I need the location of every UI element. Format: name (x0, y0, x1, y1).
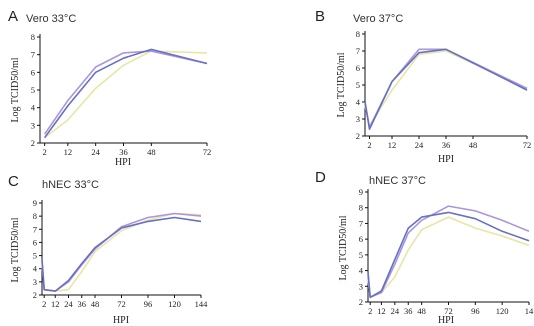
y-tick-label: 4 (359, 266, 364, 276)
panel-letter: B (315, 8, 325, 25)
series-line-3 (364, 48, 528, 130)
y-tick-label: 6 (359, 234, 363, 244)
x-tick-label: 96 (471, 306, 480, 316)
y-axis-label: Log TCID50/ml (10, 217, 21, 282)
x-tick-label: 2 (368, 306, 372, 316)
x-tick-label: 120 (496, 306, 509, 316)
x-tick-label: 48 (417, 306, 426, 316)
y-tick-label: 8 (33, 211, 37, 221)
y-axis-label: Log TCID50/ml (10, 57, 21, 122)
x-tick-label: 12 (388, 140, 397, 150)
x-tick-label: 48 (147, 147, 156, 157)
x-tick-label: 12 (377, 306, 386, 316)
series-line-2 (43, 50, 208, 135)
x-tick-label: 96 (144, 299, 153, 309)
chart-panel-b: B Vero 37°C 2 3 4 5 6 7 8 2 12 24 36 48 72 HPI Log TCID5… (315, 8, 531, 165)
series-line-3 (41, 216, 202, 292)
x-tick-label: 14 (525, 306, 534, 316)
x-tick-label: 72 (117, 299, 126, 309)
x-tick-label: 36 (119, 147, 128, 157)
x-tick-label: 72 (444, 306, 453, 316)
x-tick-label: 12 (64, 147, 73, 157)
y-tick-label: 5 (31, 85, 35, 95)
y-tick-label: 9 (33, 198, 37, 208)
panel-letter: C (8, 173, 19, 190)
y-tick-label: 7 (33, 224, 37, 234)
y-tick-label: 3 (33, 277, 37, 287)
x-tick-label: 24 (64, 299, 73, 309)
series-line-1 (367, 216, 530, 299)
x-tick-label: 2 (367, 140, 371, 150)
series-line-3 (43, 48, 208, 139)
x-tick-label: 144 (195, 299, 209, 309)
series-line-1 (44, 50, 208, 139)
y-tick-label: 7 (31, 50, 35, 60)
x-tick-label: 24 (391, 306, 400, 316)
y-axis-label: Log TCID50/ml (336, 52, 347, 117)
panel-title: hNEC 37°C (369, 175, 426, 187)
y-tick-label: 6 (31, 67, 35, 77)
y-tick-label: 4 (356, 97, 361, 107)
y-tick-label: 2 (356, 131, 360, 141)
series-line-3 (367, 211, 530, 299)
y-tick-label: 8 (359, 203, 363, 213)
y-tick-label: 5 (356, 80, 360, 90)
y-axis-label: Log TCID50/ml (338, 215, 349, 280)
panel-letter: D (315, 169, 326, 186)
y-tick-label: 7 (356, 46, 360, 56)
y-tick-label: 3 (31, 120, 35, 130)
x-tick-label: 36 (78, 299, 87, 309)
panel-title: Vero 33°C (26, 13, 76, 25)
series-line-2 (41, 212, 202, 292)
y-tick-label: 5 (359, 250, 363, 260)
y-tick-label: 2 (31, 138, 35, 148)
y-tick-label: 2 (359, 297, 363, 307)
y-tick-label: 7 (359, 218, 363, 228)
y-tick-label: 8 (31, 32, 35, 42)
y-tick-label: 6 (33, 237, 37, 247)
x-axis-label: HPI (113, 315, 129, 326)
y-tick-label: 5 (33, 251, 37, 261)
x-tick-label: 48 (91, 299, 100, 309)
panel-letter: A (8, 8, 18, 25)
y-tick-label: 4 (33, 264, 38, 274)
y-tick-label: 8 (356, 29, 360, 39)
panel-title: Vero 37°C (353, 13, 403, 25)
y-tick-label: 3 (359, 281, 363, 291)
panel-title: hNEC 33°C (42, 179, 99, 191)
x-axis-label: HPI (115, 157, 131, 168)
series-line-1 (41, 212, 202, 292)
x-tick-label: 120 (168, 299, 181, 309)
y-tick-label: 6 (356, 63, 360, 73)
x-tick-label: 72 (523, 140, 532, 150)
x-tick-label: 72 (203, 147, 212, 157)
x-tick-label: 36 (404, 306, 413, 316)
y-tick-label: 2 (33, 290, 37, 300)
x-tick-label: 12 (51, 299, 60, 309)
x-tick-label: 36 (442, 140, 451, 150)
x-tick-label: 2 (43, 147, 47, 157)
y-tick-label: 4 (31, 103, 36, 113)
y-tick-label: 9 (359, 187, 363, 197)
y-tick-label: 3 (356, 114, 360, 124)
x-tick-label: 48 (469, 140, 478, 150)
chart-panel-a: A Vero 33°C 2 3 4 5 6 7 8 2 12 24 36 48 72 HPI Log TCID5… (8, 8, 211, 168)
x-tick-label: 2 (42, 299, 46, 309)
series-line-2 (367, 205, 530, 299)
x-tick-label: 24 (91, 147, 100, 157)
x-tick-label: 24 (415, 140, 424, 150)
x-axis-label: HPI (438, 154, 454, 165)
x-axis-label: HPI (438, 315, 454, 326)
